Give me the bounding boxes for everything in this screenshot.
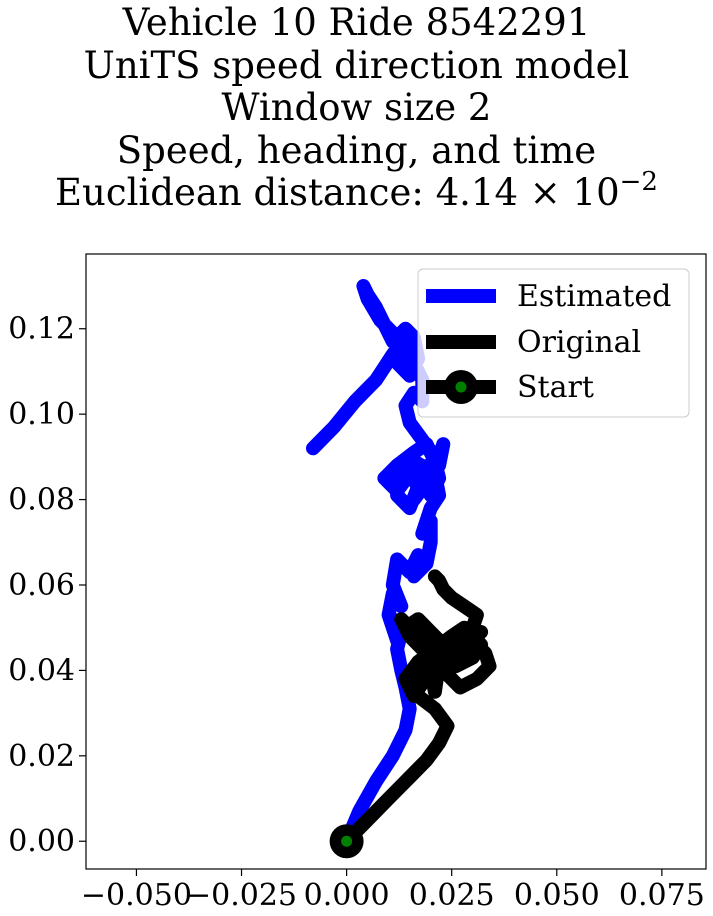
x-tick-label: −0.050: [81, 878, 192, 913]
x-tick-label: 0.000: [304, 878, 390, 913]
y-axis: 0.00 0.02 0.04 0.06 0.08 0.10 0.12: [8, 312, 86, 859]
x-tick-label: −0.025: [186, 878, 297, 913]
start-marker: [329, 824, 364, 859]
legend-item-estimated: Estimated: [426, 279, 671, 314]
title-distance-mantissa: 4.14: [435, 171, 518, 214]
y-tick-label: 0.08: [8, 483, 75, 518]
legend-label: Start: [517, 370, 594, 405]
x-tick-label: 0.075: [619, 878, 705, 913]
y-tick-label: 0.06: [8, 568, 75, 603]
y-tick-label: 0.04: [8, 653, 75, 688]
title-line-1: Vehicle 10 Ride 8542291: [122, 1, 591, 44]
legend: Estimated Original Start: [417, 268, 690, 418]
x-axis: −0.050−0.025 0.000 0.025 0.050 0.075: [81, 869, 705, 913]
x-tick-label: 0.025: [409, 878, 495, 913]
marker-layer: [329, 824, 364, 859]
y-tick-label: 0.00: [8, 824, 75, 859]
series-layer: [306, 279, 497, 849]
chart-title: Vehicle 10 Ride 8542291 UniTS speed dire…: [0, 1, 713, 215]
title-line-3: Window size 2: [221, 86, 492, 129]
y-tick-label: 0.02: [8, 739, 75, 774]
legend-label: Original: [517, 325, 641, 360]
legend-item-original: Original: [426, 325, 641, 360]
series-line-original: [339, 569, 497, 849]
title-distance-times: ×: [529, 171, 561, 214]
title-line-5: Euclidean distance: 4.14 × 10−2: [0, 169, 713, 215]
legend-start-marker-inner: [455, 381, 467, 393]
title-distance-exponent: −2: [619, 167, 658, 197]
title-distance-prefix: Euclidean distance:: [55, 171, 436, 214]
legend-item-start: Start: [426, 370, 594, 405]
plot-frame: [85, 253, 707, 870]
y-tick-label: 0.10: [8, 397, 75, 432]
title-distance-base: 10: [572, 171, 620, 214]
series-line-estimated: [306, 279, 451, 849]
title-line-4: Speed, heading, and time: [116, 128, 597, 172]
legend-label: Estimated: [517, 279, 671, 314]
y-tick-label: 0.12: [8, 312, 75, 347]
start-marker-inner: [341, 835, 353, 847]
x-tick-label: 0.050: [514, 878, 600, 913]
title-line-2: UniTS speed direction model: [83, 43, 630, 87]
